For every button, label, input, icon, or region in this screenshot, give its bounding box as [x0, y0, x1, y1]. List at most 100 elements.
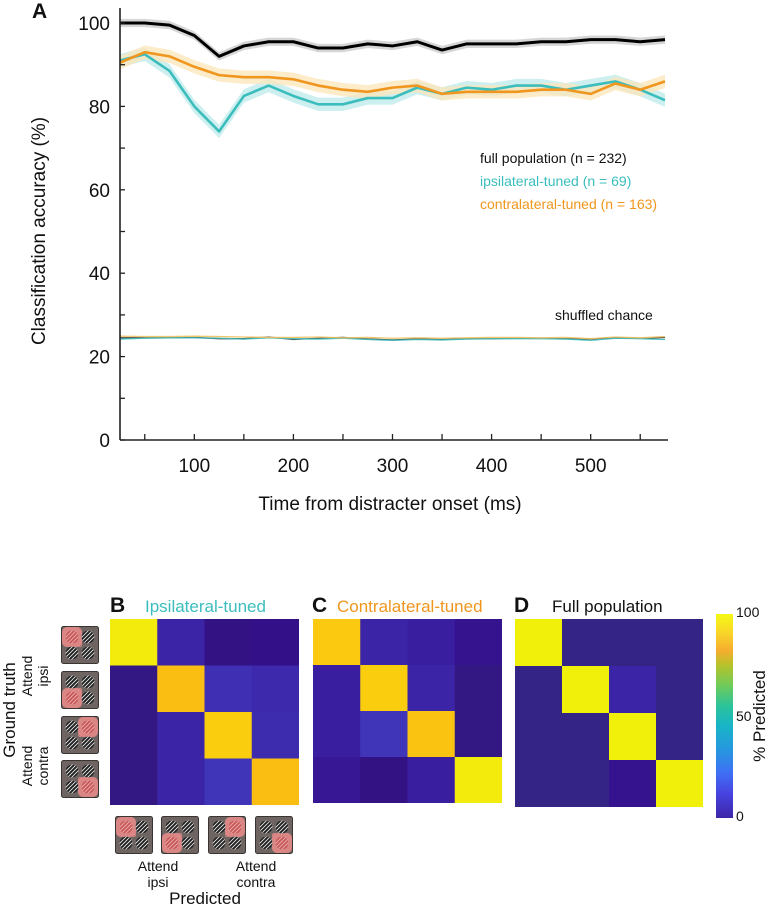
- stimulus-icon-top-right: [61, 716, 99, 754]
- x-tick-label-300: 300: [377, 456, 409, 477]
- heatmap-cell-r1-c1: [157, 665, 205, 713]
- heatmap-title-contralateral: Contralateral-tuned: [337, 597, 483, 616]
- heatmap-cell-r1-c0: [515, 666, 563, 714]
- col-group-contra-line2: contra: [236, 874, 276, 890]
- col-group-ipsi-line1: Attend: [137, 858, 179, 874]
- row-group-attend-contra: Attend contra: [19, 736, 51, 796]
- colorbar: [716, 614, 733, 818]
- confusion-matrix-contralateral: [313, 619, 502, 803]
- heatmap-cell-r1-c3: [454, 665, 502, 712]
- heatmap-cell-r1-c1: [360, 665, 408, 712]
- heatmap-title-full: Full population: [552, 597, 663, 616]
- y-tick-label-0: 0: [99, 431, 110, 452]
- heatmap-cell-r3-c1: [157, 758, 205, 805]
- heatmap-cell-r0-c0: [515, 619, 563, 667]
- shuffled-chance-label: shuffled chance: [555, 307, 653, 323]
- y-tick-label-100: 100: [78, 14, 110, 35]
- row-group-ipsi-line1: Attend: [19, 655, 35, 697]
- heatmap-cell-r2-c3: [656, 713, 703, 761]
- legend-ipsilateral: ipsilateral-tuned (n = 69): [480, 173, 632, 189]
- heatmap-cell-r1-c0: [313, 665, 361, 712]
- heatmap-cell-r2-c2: [204, 712, 253, 759]
- panel-label-c: C: [312, 594, 328, 617]
- heatmap-cell-r1-c3: [656, 666, 703, 714]
- heatmap-cell-r2-c0: [515, 713, 563, 761]
- x-tick-label-500: 500: [575, 456, 607, 477]
- row-group-contra-line1: Attend: [19, 745, 35, 787]
- heatmap-title-ipsilateral: Ipsilateral-tuned: [145, 597, 266, 616]
- ground-truth-label: Ground truth: [0, 662, 19, 758]
- heatmap-cell-r2-c0: [110, 712, 158, 759]
- heatmap-cell-r2-c2: [609, 713, 657, 761]
- predicted-label: Predicted: [169, 889, 241, 908]
- heatmap-cell-r0-c3: [251, 619, 299, 666]
- heatmap-cell-r3-c0: [515, 760, 563, 807]
- colorbar-tick-50: 50: [736, 708, 752, 724]
- heatmap-cell-r1-c2: [407, 665, 456, 712]
- row-group-contra-line2: contra: [35, 746, 51, 786]
- row-group-ipsi-line2: ipsi: [35, 665, 51, 687]
- x-tick-label-100: 100: [178, 456, 210, 477]
- heatmap-cell-r2-c0: [313, 711, 361, 758]
- error-band-0: [120, 18, 665, 61]
- heatmap-cell-r0-c0: [313, 619, 361, 666]
- heatmap-cell-r0-c0: [110, 619, 158, 666]
- stimulus-icon-top-left: [61, 626, 99, 664]
- heatmap-cell-r1-c0: [110, 665, 158, 713]
- heatmap-cell-r2-c1: [157, 712, 205, 759]
- heatmap-cell-r0-c2: [204, 619, 253, 666]
- stimulus-icon-top-right: [208, 816, 246, 854]
- y-tick-label-80: 80: [89, 97, 110, 118]
- heatmap-cell-r2-c3: [251, 712, 299, 759]
- heatmap-cell-r3-c0: [110, 758, 158, 805]
- panel-label-a: A: [32, 0, 48, 23]
- legend-full-population: full population (n = 232): [480, 150, 627, 166]
- confusion-matrix-ipsilateral: [110, 619, 299, 805]
- y-tick-label-20: 20: [89, 348, 110, 369]
- x-tick-label-200: 200: [278, 456, 310, 477]
- legend-contralateral: contralateral-tuned (n = 163): [480, 196, 658, 212]
- chance-line-1: [119, 337, 666, 341]
- col-group-contra-line1: Attend: [235, 858, 277, 874]
- heatmap-cell-r0-c3: [656, 619, 703, 667]
- heatmap-cell-r0-c2: [407, 619, 456, 666]
- heatmap-cell-r1-c2: [609, 666, 657, 714]
- stimulus-icon-bottom-left: [61, 671, 99, 709]
- heatmap-cell-r0-c1: [562, 619, 610, 667]
- col-group-attend-contra: Attend contra: [226, 858, 286, 890]
- y-tick-label-40: 40: [89, 264, 110, 285]
- heatmap-cell-r3-c2: [204, 758, 253, 805]
- colorbar-tick-100: 100: [736, 604, 760, 620]
- col-group-attend-ipsi: Attend ipsi: [128, 858, 188, 890]
- stimulus-icon-bottom-right: [255, 816, 293, 854]
- row-group-attend-ipsi: Attend ipsi: [19, 646, 51, 706]
- y-tick-label-60: 60: [89, 181, 110, 202]
- heatmap-cell-r1-c1: [562, 666, 610, 714]
- heatmap-cell-r0-c1: [157, 619, 205, 666]
- panel-label-d: D: [514, 594, 530, 617]
- heatmap-cell-r3-c3: [656, 760, 703, 807]
- colorbar-label: % Predicted: [750, 670, 769, 762]
- confusion-matrix-full: [515, 619, 703, 807]
- heatmap-cell-r2-c1: [562, 713, 610, 761]
- colorbar-tick-0: 0: [736, 808, 744, 824]
- accuracy-line-chart: 0 20 40 60 80 100 100 200 300 400 500: [78, 8, 668, 477]
- heatmap-cell-r2-c3: [454, 711, 502, 758]
- heatmap-cell-r0-c2: [609, 619, 657, 667]
- heatmap-cell-r3-c2: [407, 757, 456, 803]
- col-group-ipsi-line2: ipsi: [147, 874, 169, 890]
- stimulus-icon-top-left: [115, 816, 153, 854]
- stimulus-icon-bottom-right: [61, 760, 99, 798]
- chance-line-2: [119, 335, 666, 340]
- x-tick-label-400: 400: [476, 456, 508, 477]
- heatmap-cell-r2-c2: [407, 711, 456, 758]
- heatmap-cell-r3-c1: [562, 760, 610, 807]
- heatmap-cell-r3-c0: [313, 757, 361, 803]
- x-axis-title: Time from distracter onset (ms): [258, 494, 522, 515]
- panel-label-b: B: [110, 594, 126, 617]
- heatmap-cell-r1-c3: [251, 665, 299, 713]
- heatmap-cell-r1-c2: [204, 665, 253, 713]
- heatmap-cell-r3-c1: [360, 757, 408, 803]
- stimulus-icon-bottom-left: [161, 816, 199, 854]
- heatmap-cell-r2-c1: [360, 711, 408, 758]
